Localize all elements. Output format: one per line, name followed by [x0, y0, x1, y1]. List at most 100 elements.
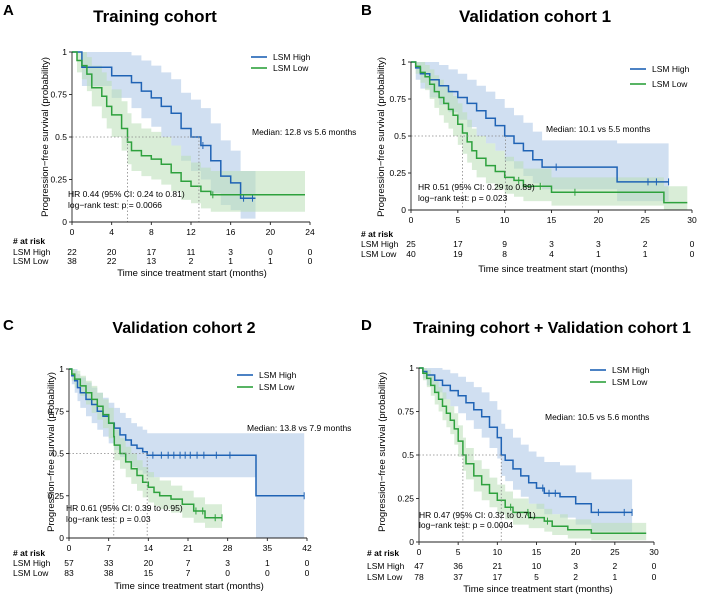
median-annotation: Median: 10.5 vs 5.6 months — [545, 412, 649, 422]
y-tick-label: 0.5 — [402, 450, 414, 460]
y-tick-label: 0.75 — [397, 407, 414, 417]
x-axis-label: Time since treatment start (months) — [114, 581, 264, 592]
risk-count: 0 — [308, 247, 313, 257]
hazard-ratio-annotation: HR 0.47 (95% CI: 0.32 to 0.71) — [419, 510, 536, 520]
risk-count: 19 — [453, 249, 463, 259]
ci-band-low — [419, 368, 647, 541]
risk-row-label: LSM Low — [361, 249, 397, 259]
risk-count: 17 — [453, 239, 463, 249]
risk-count: 3 — [596, 239, 601, 249]
risk-row-label: LSM High — [13, 247, 51, 257]
risk-count: 1 — [643, 249, 648, 259]
median-annotation: Median: 13.8 vs 7.9 months — [247, 423, 351, 433]
x-tick-label: 28 — [223, 543, 233, 553]
risk-count: 3 — [225, 558, 230, 568]
km-curve-low — [72, 51, 305, 196]
risk-count: 38 — [104, 568, 114, 578]
risk-count: 0 — [652, 561, 657, 571]
risk-count: 2 — [612, 561, 617, 571]
risk-count: 2 — [643, 239, 648, 249]
panel-letter: B — [361, 2, 372, 19]
risk-row-label: LSM High — [13, 558, 51, 568]
x-tick-label: 20 — [571, 547, 581, 557]
risk-count: 33 — [104, 558, 114, 568]
x-tick-label: 5 — [456, 547, 461, 557]
risk-count: 1 — [268, 256, 273, 266]
ci-band-low — [69, 369, 222, 528]
x-tick-label: 24 — [305, 227, 315, 237]
y-tick-label: 0 — [62, 217, 67, 227]
median-annotation: Median: 12.8 vs 5.6 months — [252, 127, 356, 137]
x-tick-label: 16 — [226, 227, 236, 237]
y-axis-label: Progression−free survival (probability) — [377, 372, 388, 532]
risk-count: 78 — [414, 572, 424, 582]
risk-count: 0 — [690, 249, 695, 259]
risk-count: 21 — [493, 561, 503, 571]
y-tick-label: 0.25 — [389, 168, 406, 178]
risk-count: 17 — [147, 247, 157, 257]
y-tick-label: 1 — [62, 47, 67, 57]
risk-count: 37 — [453, 572, 463, 582]
x-tick-label: 8 — [149, 227, 154, 237]
logrank-annotation: log−rank test: p = 0.023 — [418, 193, 508, 203]
x-tick-label: 30 — [649, 547, 659, 557]
chart-title: Validation cohort 1 — [459, 7, 611, 26]
x-tick-label: 42 — [302, 543, 312, 553]
risk-count: 22 — [67, 247, 77, 257]
x-tick-label: 15 — [532, 547, 542, 557]
legend-label-low: LSM Low — [612, 377, 648, 387]
risk-count: 1 — [265, 558, 270, 568]
risk-count: 47 — [414, 561, 424, 571]
risk-count: 0 — [652, 572, 657, 582]
risk-count: 57 — [64, 558, 74, 568]
risk-count: 20 — [107, 247, 117, 257]
risk-count: 13 — [147, 256, 157, 266]
ci-band-low — [72, 52, 305, 212]
risk-count: 20 — [144, 558, 154, 568]
legend-label-high: LSM High — [259, 370, 297, 380]
y-tick-label: 0.75 — [47, 406, 64, 416]
x-tick-label: 20 — [594, 215, 604, 225]
risk-count: 3 — [573, 561, 578, 571]
legend-label-high: LSM High — [273, 52, 311, 62]
km-curve-high — [419, 367, 633, 514]
y-tick-label: 0.5 — [394, 131, 406, 141]
y-tick-label: 1 — [401, 57, 406, 67]
risk-count: 1 — [596, 249, 601, 259]
x-tick-label: 0 — [70, 227, 75, 237]
risk-count: 38 — [67, 256, 77, 266]
risk-count: 0 — [265, 568, 270, 578]
risk-count: 1 — [228, 256, 233, 266]
risk-count: 36 — [453, 561, 463, 571]
legend-label-low: LSM Low — [273, 63, 309, 73]
risk-count: 4 — [549, 249, 554, 259]
x-tick-label: 5 — [455, 215, 460, 225]
y-tick-label: 0 — [59, 533, 64, 543]
x-tick-label: 15 — [547, 215, 557, 225]
risk-count: 11 — [187, 247, 196, 257]
risk-count: 83 — [64, 568, 74, 578]
logrank-annotation: log−rank test: p = 0.0004 — [419, 520, 513, 530]
median-annotation: Median: 10.1 vs 5.5 months — [546, 124, 650, 134]
risk-count: 1 — [612, 572, 617, 582]
legend-label-low: LSM Low — [259, 382, 295, 392]
hazard-ratio-annotation: HR 0.44 (95% CI: 0.24 to 0.81) — [68, 189, 185, 199]
chart-title: Training cohort + Validation cohort 1 — [413, 320, 691, 337]
risk-count: 7 — [186, 568, 191, 578]
risk-row-label: LSM Low — [13, 256, 49, 266]
panel-letter: D — [361, 317, 372, 334]
x-tick-label: 35 — [263, 543, 273, 553]
risk-count: 8 — [502, 249, 507, 259]
y-tick-label: 0.25 — [397, 494, 414, 504]
x-tick-label: 10 — [493, 547, 503, 557]
risk-count: 2 — [189, 256, 194, 266]
y-axis-label: Progression−free survival (probability) — [376, 57, 387, 217]
risk-count: 40 — [406, 249, 416, 259]
risk-count: 3 — [549, 239, 554, 249]
x-tick-label: 25 — [610, 547, 620, 557]
ci-band-high — [419, 368, 633, 532]
y-tick-label: 0.5 — [55, 132, 67, 142]
